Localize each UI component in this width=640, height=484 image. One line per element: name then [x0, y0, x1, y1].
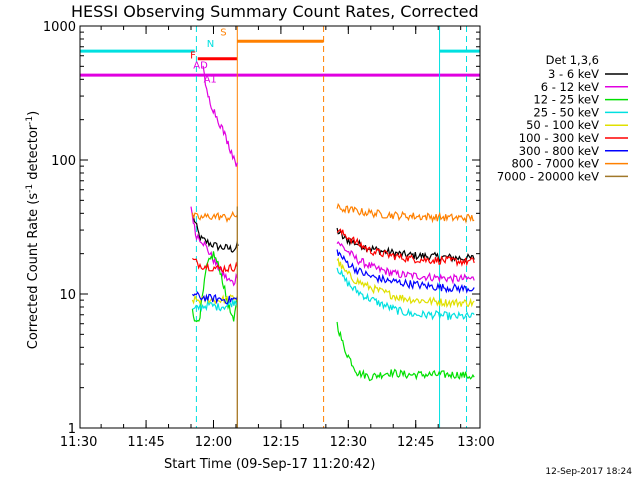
legend-entry-label: 6 - 12 keV — [541, 80, 599, 94]
series-line-300-800-kev — [191, 291, 238, 305]
x-tick-label: 12:45 — [397, 435, 434, 450]
series-line-3-6-kev — [192, 214, 239, 253]
y-axis-label-superscript: -1 — [25, 184, 35, 193]
x-tick-label: 11:30 — [60, 435, 97, 450]
flag-marker-label: N — [207, 39, 214, 50]
flag-markers: AD A1 NF S — [190, 27, 226, 85]
x-tick-label: 11:45 — [127, 435, 164, 450]
series-line-attenuator — [202, 65, 238, 167]
x-tick-label: 12:15 — [262, 435, 299, 450]
flag-marker-label: S — [220, 27, 226, 38]
series-line-6-12-kev — [336, 240, 475, 285]
plot-frame — [79, 25, 481, 429]
series-line-25-50-kev — [192, 299, 238, 313]
x-tick-label: 13:00 — [457, 435, 494, 450]
series-line-800-7000-kev — [191, 210, 238, 224]
y-axis-label-part: Corrected Count Rate (s — [26, 193, 41, 350]
y-axis-label-part: detector — [26, 124, 41, 184]
series-line-100-300-kev — [336, 228, 475, 268]
series-line-12-25-kev — [191, 251, 238, 323]
series-line-50-100-kev — [336, 257, 475, 309]
vertical-markers — [79, 26, 468, 428]
y-axis-label-part: ) — [26, 111, 41, 116]
flag-marker-label: F — [190, 51, 196, 62]
flag-marker-label: AD — [193, 61, 208, 72]
series-line-6-12-kev — [190, 206, 238, 287]
axes: 1 10 100 1000 11:30 11:45 12:00 12:15 12:30 12:45… — [43, 20, 495, 450]
y-tick-label: 100 — [51, 154, 76, 169]
x-tick-label: 12:30 — [330, 435, 367, 450]
y-axis-label-superscript: -1 — [25, 116, 35, 125]
series-line-300-800-kev — [336, 249, 475, 294]
flag-marker-label: A1 — [204, 74, 217, 85]
legend-entry-label: 12 - 25 keV — [533, 93, 599, 107]
legend-entry-label: 300 - 800 keV — [519, 144, 599, 158]
legend-entry-label: 800 - 7000 keV — [511, 157, 599, 171]
series-line-3-6-kev — [336, 227, 475, 263]
y-tick-label: 1000 — [43, 20, 76, 35]
timestamp: 12-Sep-2017 18:24 — [545, 467, 632, 477]
legend-entry-label: 100 - 300 keV — [519, 131, 599, 145]
legend-entry-label: 25 - 50 keV — [533, 105, 599, 119]
x-axis-label: Start Time (09-Sep-17 11:20:42) — [164, 457, 375, 472]
y-tick-label: 10 — [59, 288, 76, 303]
legend-entry-label: 7000 - 20000 keV — [497, 169, 599, 183]
series-line-25-50-kev — [336, 267, 475, 321]
series-line-50-100-kev — [191, 294, 238, 305]
series-lines — [190, 65, 475, 428]
series-line-100-300-kev — [192, 257, 238, 274]
legend-title: Det 1,3,6 — [546, 53, 599, 67]
y-tick-label: 1 — [68, 422, 76, 437]
x-tick-label: 12:00 — [195, 435, 232, 450]
legend-entry-label: 3 - 6 keV — [548, 67, 599, 81]
series-line-800-7000-kev — [336, 202, 475, 224]
flag-bars — [80, 39, 480, 77]
chart-title: HESSI Observing Summary Count Rates, Cor… — [71, 2, 479, 21]
y-axis-label: Corrected Count Rate (s-1 detector-1) — [25, 111, 41, 349]
legend-entry-label: 50 - 100 keV — [526, 118, 599, 132]
series-line-12-25-kev — [336, 321, 475, 382]
